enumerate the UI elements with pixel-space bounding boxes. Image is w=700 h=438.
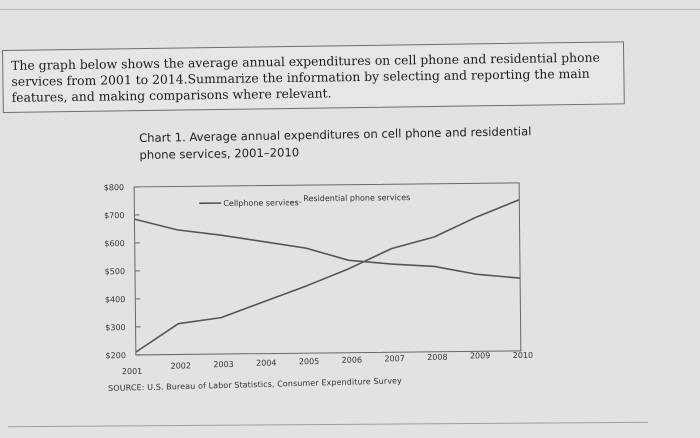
legend-label-cellphone: Cellphone services bbox=[223, 198, 298, 208]
x-tick-label: 2001 bbox=[122, 367, 142, 376]
y-tick-label: $500 bbox=[105, 267, 125, 276]
x-tick-label: 2002 bbox=[171, 361, 191, 370]
x-tick-label: 2009 bbox=[470, 351, 490, 360]
x-tick-label: 2008 bbox=[427, 353, 447, 362]
y-tick-label: $400 bbox=[105, 295, 125, 304]
y-tick-label: $700 bbox=[104, 211, 124, 220]
plot-frame bbox=[133, 182, 522, 356]
y-tick-label: $600 bbox=[104, 239, 124, 248]
x-tick-label: 2005 bbox=[299, 357, 319, 366]
x-tick-label: 2010 bbox=[513, 351, 533, 360]
x-tick-label: 2006 bbox=[342, 356, 362, 365]
x-tick-label: 2004 bbox=[256, 358, 276, 367]
x-tick-label: 2003 bbox=[213, 360, 233, 369]
y-tick-label: $300 bbox=[105, 323, 125, 332]
x-tick-label: 2007 bbox=[384, 354, 404, 363]
y-tick-label: $800 bbox=[104, 183, 124, 192]
top-divider bbox=[0, 9, 700, 10]
legend-label-residential: Residential phone services bbox=[303, 193, 410, 203]
cellphone-series-line bbox=[135, 198, 520, 353]
y-tick-label: $200 bbox=[105, 351, 125, 360]
residential-series-line bbox=[134, 218, 521, 279]
